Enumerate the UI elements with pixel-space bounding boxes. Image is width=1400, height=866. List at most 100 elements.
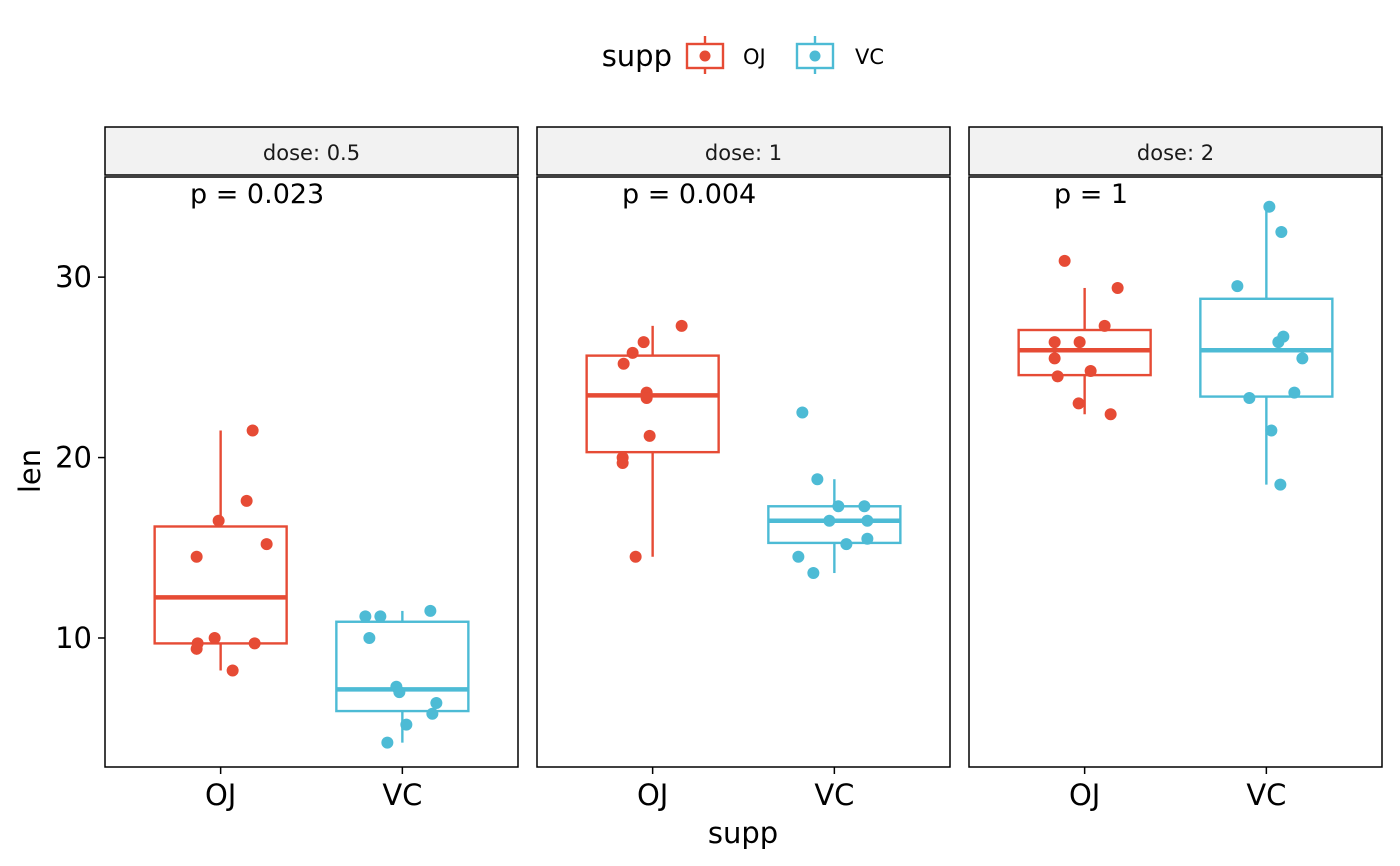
y-tick-label: 30 <box>55 260 92 294</box>
legend-key-point <box>699 50 711 62</box>
facet-panels: dose: 0.5 p = 0.023 OJ VC dose: 1 p = 0.004 OJ… <box>104 126 1383 812</box>
data-point <box>1058 254 1071 267</box>
data-point <box>1084 364 1097 377</box>
data-point <box>1048 352 1061 365</box>
x-tick-label: OJ <box>637 778 668 812</box>
box-body <box>767 505 902 545</box>
data-point <box>208 631 221 644</box>
box-oj <box>585 319 720 563</box>
data-point <box>629 550 642 563</box>
y-axis-title: len <box>13 449 47 493</box>
data-point <box>861 532 874 545</box>
facet-panel-3: dose: 2 p = 1 OJ VC <box>968 126 1383 812</box>
legend: supp OJ VC <box>602 36 884 74</box>
data-point <box>1274 478 1287 491</box>
x-tick-label: OJ <box>205 778 236 812</box>
data-point <box>226 664 239 677</box>
panel-frame <box>968 176 1383 768</box>
facet-strip-label: dose: 0.5 <box>263 141 360 165</box>
x-tick-label: VC <box>1246 778 1286 812</box>
data-point <box>637 336 650 349</box>
data-point <box>359 610 372 623</box>
legend-label: VC <box>855 45 884 69</box>
box-vc <box>1199 200 1334 491</box>
facet-strip-label: dose: 2 <box>1137 141 1214 165</box>
y-tick-label: 10 <box>55 621 92 655</box>
panel-frame <box>536 176 951 768</box>
data-point <box>675 319 688 332</box>
box-body <box>1199 297 1334 398</box>
data-point <box>858 500 871 513</box>
data-point <box>374 610 387 623</box>
facet-strip <box>968 126 1383 176</box>
box-body <box>335 620 470 713</box>
data-point <box>1072 397 1085 410</box>
data-point <box>1275 226 1288 239</box>
data-point <box>616 456 629 469</box>
data-point <box>1231 280 1244 293</box>
p-value-label: p = 0.004 <box>622 179 756 210</box>
data-point <box>424 604 437 617</box>
data-point <box>248 637 261 650</box>
data-point <box>393 686 406 699</box>
data-point <box>1051 370 1064 383</box>
box-oj <box>153 424 288 677</box>
data-point <box>430 696 443 709</box>
p-value-label: p = 0.023 <box>190 179 324 210</box>
data-point <box>381 736 394 749</box>
data-point <box>1104 408 1117 421</box>
data-point <box>1048 336 1061 349</box>
data-point <box>190 642 203 655</box>
data-point <box>626 346 639 359</box>
data-point <box>1243 392 1256 405</box>
data-point <box>640 392 653 405</box>
x-tick-label: VC <box>814 778 854 812</box>
facet-strip <box>536 126 951 176</box>
data-point <box>426 707 439 720</box>
data-point <box>1098 319 1111 332</box>
x-axis-title: supp <box>708 816 778 850</box>
data-point <box>246 424 259 437</box>
legend-item-oj: OJ <box>685 36 766 74</box>
data-point <box>1288 386 1301 399</box>
data-point <box>792 550 805 563</box>
data-point <box>1263 200 1276 213</box>
data-point <box>796 406 809 419</box>
data-point <box>861 514 874 527</box>
facet-strip-label: dose: 1 <box>705 141 782 165</box>
facet-strip <box>104 126 519 176</box>
box-oj <box>1017 254 1152 421</box>
data-point <box>400 718 413 731</box>
facet-panel-2: dose: 1 p = 0.004 OJ VC <box>536 126 951 812</box>
data-point <box>1296 352 1309 365</box>
data-point <box>1111 281 1124 294</box>
data-point <box>617 357 630 370</box>
facet-panel-1: dose: 0.5 p = 0.023 OJ VC <box>104 126 519 812</box>
data-point <box>260 538 273 551</box>
data-point <box>240 494 253 507</box>
data-point <box>1272 336 1285 349</box>
data-point <box>1073 336 1086 349</box>
data-point <box>811 473 824 486</box>
data-point <box>363 631 376 644</box>
box-body <box>1017 328 1152 377</box>
data-point <box>832 500 845 513</box>
box-vc <box>335 604 470 749</box>
x-tick-label: VC <box>382 778 422 812</box>
box-vc <box>767 406 902 580</box>
data-point <box>643 429 656 442</box>
legend-label: OJ <box>743 45 766 69</box>
y-axis: 10 20 30 <box>55 260 105 655</box>
y-tick-label: 20 <box>55 441 92 475</box>
x-tick-label: OJ <box>1069 778 1100 812</box>
data-point <box>823 514 836 527</box>
legend-title: supp <box>602 39 672 73</box>
data-point <box>190 550 203 563</box>
legend-key-point <box>809 50 821 62</box>
data-point <box>807 567 820 580</box>
data-point <box>840 538 853 551</box>
p-value-label: p = 1 <box>1054 179 1128 210</box>
legend-item-vc: VC <box>795 36 884 74</box>
data-point <box>212 514 225 527</box>
